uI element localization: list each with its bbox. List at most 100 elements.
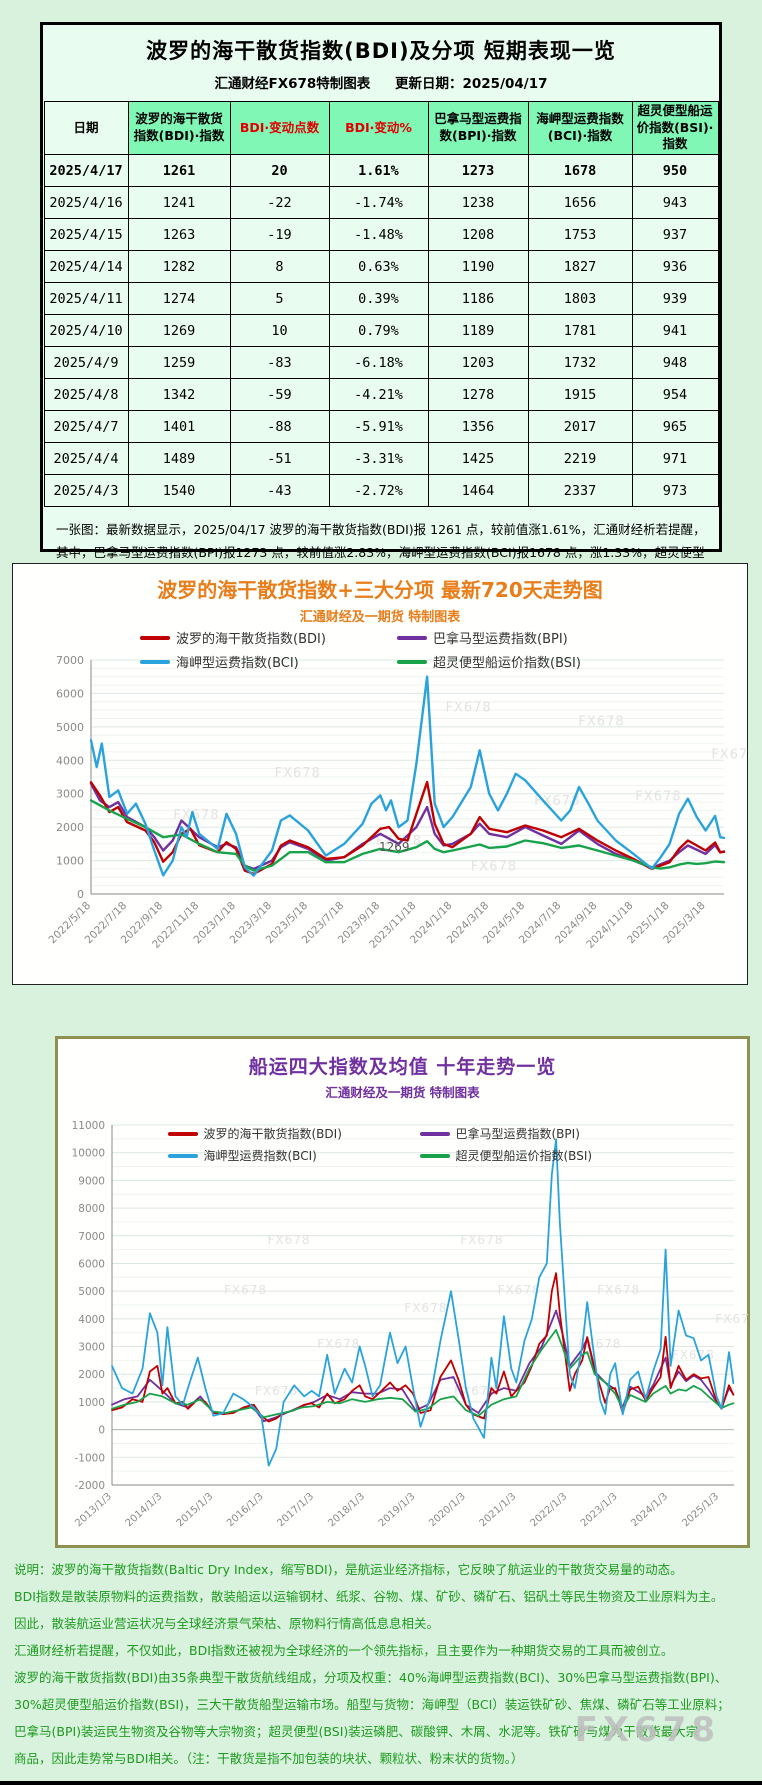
x-axis-tick-label: 2014/1/3 (124, 1491, 165, 1529)
table-cell: 1238 (427, 186, 529, 219)
table-cell: 20 (229, 154, 330, 187)
column-header: 巴拿马型运费指数(BPI)·指数 (427, 101, 529, 155)
table-cell: 2025/4/7 (43, 410, 129, 443)
legend-item: 波罗的海干散货指数(BDI) (140, 628, 363, 647)
table-cell: 1186 (427, 282, 529, 315)
table-cell: -5.91% (328, 410, 429, 443)
x-axis-tick-label: 2019/1/3 (377, 1491, 418, 1529)
table-cell: -43 (229, 474, 330, 507)
y-axis-tick-label: 3000 (78, 1342, 105, 1354)
fx678-plot-watermark: FX678 (534, 794, 580, 809)
chart-10y-subtitle: 汇通财经及一期货 特制图表 (325, 1085, 480, 1100)
fx678-plot-watermark: FX678 (715, 1312, 750, 1326)
column-header: BDI·变动% (328, 101, 429, 155)
table-cell: 2219 (527, 442, 633, 475)
table-cell: 1.61% (328, 154, 429, 187)
table-cell: -6.18% (328, 346, 429, 379)
legend-swatch (140, 659, 170, 664)
table-cell: 948 (631, 346, 719, 379)
table-cell: 0.39% (328, 282, 429, 315)
table-cell: 1489 (127, 442, 231, 475)
table-cell: 2025/4/8 (43, 378, 129, 411)
chart-10y-panel: 船运四大指数及均值 十年走势一览 汇通财经及一期货 特制图表 波罗的海干散货指数… (55, 1036, 750, 1548)
table-cell: 1274 (127, 282, 231, 315)
legend-label: 波罗的海干散货指数(BDI) (176, 632, 326, 647)
legend-item: 超灵便型船运价指数(BSI) (397, 652, 620, 671)
x-axis-tick-label: 2021/1/3 (478, 1491, 519, 1529)
x-axis-tick-label: 2016/1/3 (225, 1491, 266, 1529)
fx678-plot-watermark: FX678 (498, 1283, 541, 1297)
y-axis-tick-label: 5000 (78, 1286, 105, 1298)
fx678-plot-watermark: FX678 (317, 1337, 360, 1351)
chart-10y-legend: 波罗的海干散货指数(BDI) 巴拿马型运费指数(BPI) 海岬型运费指数(BCI) 超… (167, 1125, 638, 1164)
table-cell: -88 (229, 410, 330, 443)
table-cell: 1540 (127, 474, 231, 507)
fx678-plot-watermark: FX678 (404, 1301, 447, 1315)
description-line: BDI指数是散装原物料的运费指数，散装船运以运输钢材、纸浆、谷物、煤、矿砂、磷矿… (14, 1589, 724, 1604)
fx678-plot-watermark: FX678 (460, 1233, 503, 1247)
table-cell: -3.31% (328, 442, 429, 475)
table-cell: 2025/4/4 (43, 442, 129, 475)
x-axis-tick-label: 2018/1/3 (326, 1491, 367, 1529)
chart-720d-panel: 波罗的海干散货指数+三大分项 最新720天走势图 汇通财经及一期货 特制图表 波… (12, 563, 748, 985)
column-header: 海岬型运费指数(BCI)·指数 (527, 101, 633, 155)
column-header: 超灵便型船运价指数(BSI)·指数 (631, 101, 719, 155)
y-axis-tick-label: 3000 (56, 788, 84, 801)
series-line (89, 675, 726, 877)
table-row: 2025/4/17 1261 20 1.61% 1273 1678 950 (43, 154, 719, 187)
y-axis-tick-label: 2000 (56, 821, 84, 834)
fx678-plot-watermark: FX678 (173, 808, 219, 823)
table-row: 2025/4/16 1241 -22 -1.74% 1238 1656 943 (43, 186, 719, 219)
legend-swatch (167, 1131, 198, 1136)
table-cell: -22 (229, 186, 330, 219)
x-axis-tick-label: 2022/1/3 (529, 1491, 570, 1529)
point-label: 1269 (379, 840, 410, 854)
description-line: 汇通财经析若提醒，不仅如此，BDI指数还被视为全球经济的一个领先指标，且主要作为… (14, 1643, 674, 1658)
table-cell: 2337 (527, 474, 633, 507)
table-cell: 0.63% (328, 250, 429, 283)
description-line: 商品，因此走势常与BDI相关。（注：干散货是指不加包装的块状、颗粒状、粉末状的货… (14, 1751, 524, 1766)
table-cell: 1425 (427, 442, 529, 475)
series-line (111, 1138, 735, 1467)
table-cell: 936 (631, 250, 719, 283)
table-cell: 5 (229, 282, 330, 315)
x-axis-tick-label: 2015/1/3 (175, 1491, 216, 1529)
table-cell: 971 (631, 442, 719, 475)
y-axis-tick-label: 6000 (56, 687, 84, 700)
table-cell: 1753 (527, 218, 633, 251)
table-cell: 1464 (427, 474, 529, 507)
description-line: 因此，散装航运业营运状况与全球经济景气荣枯、原物料行情高低息息相关。 (14, 1616, 440, 1631)
legend-swatch (397, 659, 427, 664)
x-axis-tick-label: 2020/1/3 (427, 1491, 468, 1529)
table-cell: 1261 (127, 154, 231, 187)
legend-item: 波罗的海干散货指数(BDI) (167, 1125, 386, 1142)
table-cell: 2025/4/3 (43, 474, 129, 507)
fx678-plot-watermark: FX678 (454, 1384, 497, 1398)
y-axis-tick-label: -2000 (74, 1480, 105, 1492)
table-cell: 2025/4/15 (43, 218, 129, 251)
table-cell: 1203 (427, 346, 529, 379)
table-row: 2025/4/7 1401 -88 -5.91% 1356 2017 965 (43, 410, 719, 443)
y-axis-tick-label: 1000 (78, 1397, 105, 1409)
legend-label: 巴拿马型运费指数(BPI) (455, 1127, 580, 1141)
x-axis-tick-label: 2025/1/3 (680, 1491, 721, 1529)
y-axis-tick-label: 4000 (56, 754, 84, 767)
panel-update-date: 更新日期：2025/04/17 (395, 76, 548, 92)
table-cell: 1356 (427, 410, 529, 443)
chart-720d-legend: 波罗的海干散货指数(BDI) 巴拿马型运费指数(BPI) 海岬型运费指数(BCI) 超… (140, 628, 620, 671)
table-row: 2025/4/4 1489 -51 -3.31% 1425 2219 971 (43, 442, 719, 475)
x-axis-tick-label: 2024/1/3 (629, 1491, 670, 1529)
table-cell: 1282 (127, 250, 231, 283)
table-cell: 2017 (527, 410, 633, 443)
column-header: 日期 (43, 101, 129, 155)
fx678-plot-watermark: FX678 (711, 747, 746, 762)
panel-source-label: 汇通财经FX678特制图表 (214, 76, 371, 92)
table-cell: -83 (229, 346, 330, 379)
table-cell: -19 (229, 218, 330, 251)
table-cell: 1678 (527, 154, 633, 187)
fx678-plot-watermark: FX678 (445, 700, 491, 715)
bdi-table-header: 日期 波罗的海干散货指数(BDI)·指数 BDI·变动点数 BDI·变动% 巴拿马型运费… (43, 101, 719, 155)
table-cell: 8 (229, 250, 330, 283)
table-cell: 1190 (427, 250, 529, 283)
